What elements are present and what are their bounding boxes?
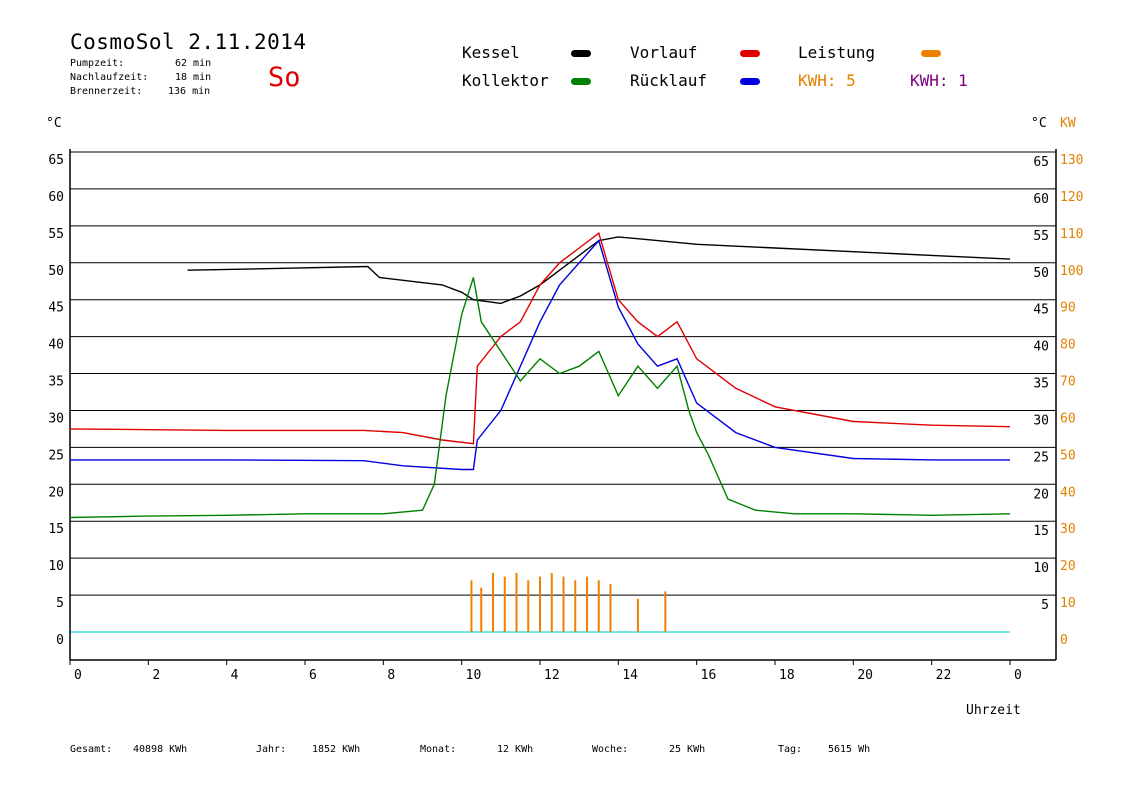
series-line-kollektor — [69, 277, 1011, 519]
power-tick-60: 60 — [1060, 411, 1076, 426]
summary-woche-label: Woche: — [592, 744, 629, 755]
y-tick-right-25: 25 — [1033, 450, 1049, 465]
y-tick-right-10: 10 — [1033, 561, 1049, 576]
y-axis-label-right: °C — [1031, 116, 1047, 131]
power-tick-100: 100 — [1060, 264, 1083, 279]
y-tick-left-10: 10 — [48, 559, 64, 574]
y-tick-left-0: 0 — [56, 633, 64, 648]
tick-labels: 0510152025303540455055606551015202530354… — [48, 153, 1083, 683]
power-tick-40: 40 — [1060, 485, 1076, 500]
stat-label-nachlaufzeit: Nachlaufzeit: — [70, 72, 149, 83]
y-tick-right-55: 55 — [1033, 229, 1049, 244]
y-axis-label-left: °C — [46, 116, 62, 131]
x-tick-3: 6 — [309, 668, 317, 683]
summary-jahr-label: Jahr: — [256, 744, 287, 755]
power-tick-110: 110 — [1060, 227, 1083, 242]
power-tick-10: 10 — [1060, 596, 1076, 611]
y-tick-right-5: 5 — [1041, 598, 1049, 613]
kwh-burner-value: KWH: 1 — [910, 71, 968, 90]
power-tick-70: 70 — [1060, 375, 1076, 390]
series-lines — [69, 232, 1011, 519]
x-tick-1: 2 — [152, 668, 160, 683]
y-tick-left-5: 5 — [56, 596, 64, 611]
power-tick-130: 130 — [1060, 153, 1083, 168]
summary-gesamt-value: 40898 KWh — [133, 744, 188, 755]
y-tick-right-60: 60 — [1033, 192, 1049, 207]
x-tick-5: 10 — [466, 668, 482, 683]
y-tick-left-25: 25 — [48, 448, 64, 463]
grid-lines — [70, 151, 1056, 633]
legend-ruecklauf-swatch — [740, 78, 760, 85]
stat-value-brennerzeit: 136 min — [168, 86, 211, 97]
y-tick-right-40: 40 — [1033, 340, 1049, 355]
x-axis-label: Uhrzeit — [966, 703, 1021, 718]
y-tick-right-65: 65 — [1033, 155, 1049, 170]
y-tick-left-30: 30 — [48, 411, 64, 426]
legend-kessel-label: Kessel — [462, 43, 520, 62]
y-tick-left-50: 50 — [48, 264, 64, 279]
y-tick-right-50: 50 — [1033, 266, 1049, 281]
power-tick-90: 90 — [1060, 301, 1076, 316]
legend-leistung-swatch — [921, 50, 941, 57]
y-tick-left-20: 20 — [48, 485, 64, 500]
x-tick-7: 14 — [622, 668, 638, 683]
legend-kollektor-swatch — [571, 78, 591, 85]
legend-leistung-label: Leistung — [798, 43, 876, 62]
y-tick-right-35: 35 — [1033, 377, 1049, 392]
y-tick-left-15: 15 — [48, 522, 64, 537]
legend-kollektor-label: Kollektor — [462, 71, 549, 90]
legend-vorlauf-label: Vorlauf — [630, 43, 698, 62]
x-tick-10: 20 — [857, 668, 873, 683]
summary-tag-label: Tag: — [778, 744, 803, 755]
leistung-bars — [470, 572, 667, 632]
y-tick-right-20: 20 — [1033, 487, 1049, 502]
power-tick-120: 120 — [1060, 190, 1083, 205]
y-tick-left-65: 65 — [48, 153, 64, 168]
x-tick-0: 0 — [74, 668, 82, 683]
stat-value-pumpzeit: 62 min — [175, 58, 212, 69]
legend-ruecklauf-label: Rücklauf — [630, 71, 708, 90]
y-tick-right-30: 30 — [1033, 413, 1049, 428]
x-tick-4: 8 — [387, 668, 395, 683]
x-tick-12: 0 — [1014, 668, 1022, 683]
stat-label-pumpzeit: Pumpzeit: — [70, 58, 125, 69]
summary-gesamt-label: Gesamt: — [70, 744, 113, 755]
power-tick-50: 50 — [1060, 448, 1076, 463]
y-tick-left-40: 40 — [48, 338, 64, 353]
series-line-kessel — [187, 236, 1011, 305]
summary-monat-label: Monat: — [420, 744, 457, 755]
summary-woche-value: 25 KWh — [669, 744, 706, 755]
x-tick-8: 16 — [701, 668, 717, 683]
stat-label-brennerzeit: Brennerzeit: — [70, 86, 143, 97]
series-line-rücklauf — [70, 239, 1010, 471]
x-tick-6: 12 — [544, 668, 560, 683]
power-tick-30: 30 — [1060, 522, 1076, 537]
x-tick-11: 22 — [936, 668, 952, 683]
kwh-solar-value: KWH: 5 — [798, 71, 856, 90]
y-tick-left-35: 35 — [48, 375, 64, 390]
legend-vorlauf-swatch — [740, 50, 760, 57]
summary-tag-value: 5615 Wh — [828, 744, 871, 755]
x-tick-2: 4 — [231, 668, 239, 683]
power-tick-0: 0 — [1060, 633, 1068, 648]
weekday-label: So — [268, 62, 301, 93]
y-tick-left-55: 55 — [48, 227, 64, 242]
axes — [69, 149, 1057, 665]
summary-jahr-value: 1852 KWh — [312, 744, 361, 755]
summary-monat-value: 12 KWh — [497, 744, 534, 755]
stat-value-nachlaufzeit: 18 min — [175, 72, 212, 83]
y-tick-right-45: 45 — [1033, 303, 1049, 318]
y-tick-left-45: 45 — [48, 301, 64, 316]
power-tick-80: 80 — [1060, 338, 1076, 353]
y-tick-right-15: 15 — [1033, 524, 1049, 539]
y-tick-left-60: 60 — [48, 190, 64, 205]
power-axis-label: KW — [1060, 116, 1076, 131]
power-tick-20: 20 — [1060, 559, 1076, 574]
series-line-vorlauf — [69, 232, 1011, 445]
legend-kessel-swatch — [571, 50, 591, 57]
x-tick-9: 18 — [779, 668, 795, 683]
chart-title: CosmoSol 2.11.2014 — [70, 30, 307, 54]
